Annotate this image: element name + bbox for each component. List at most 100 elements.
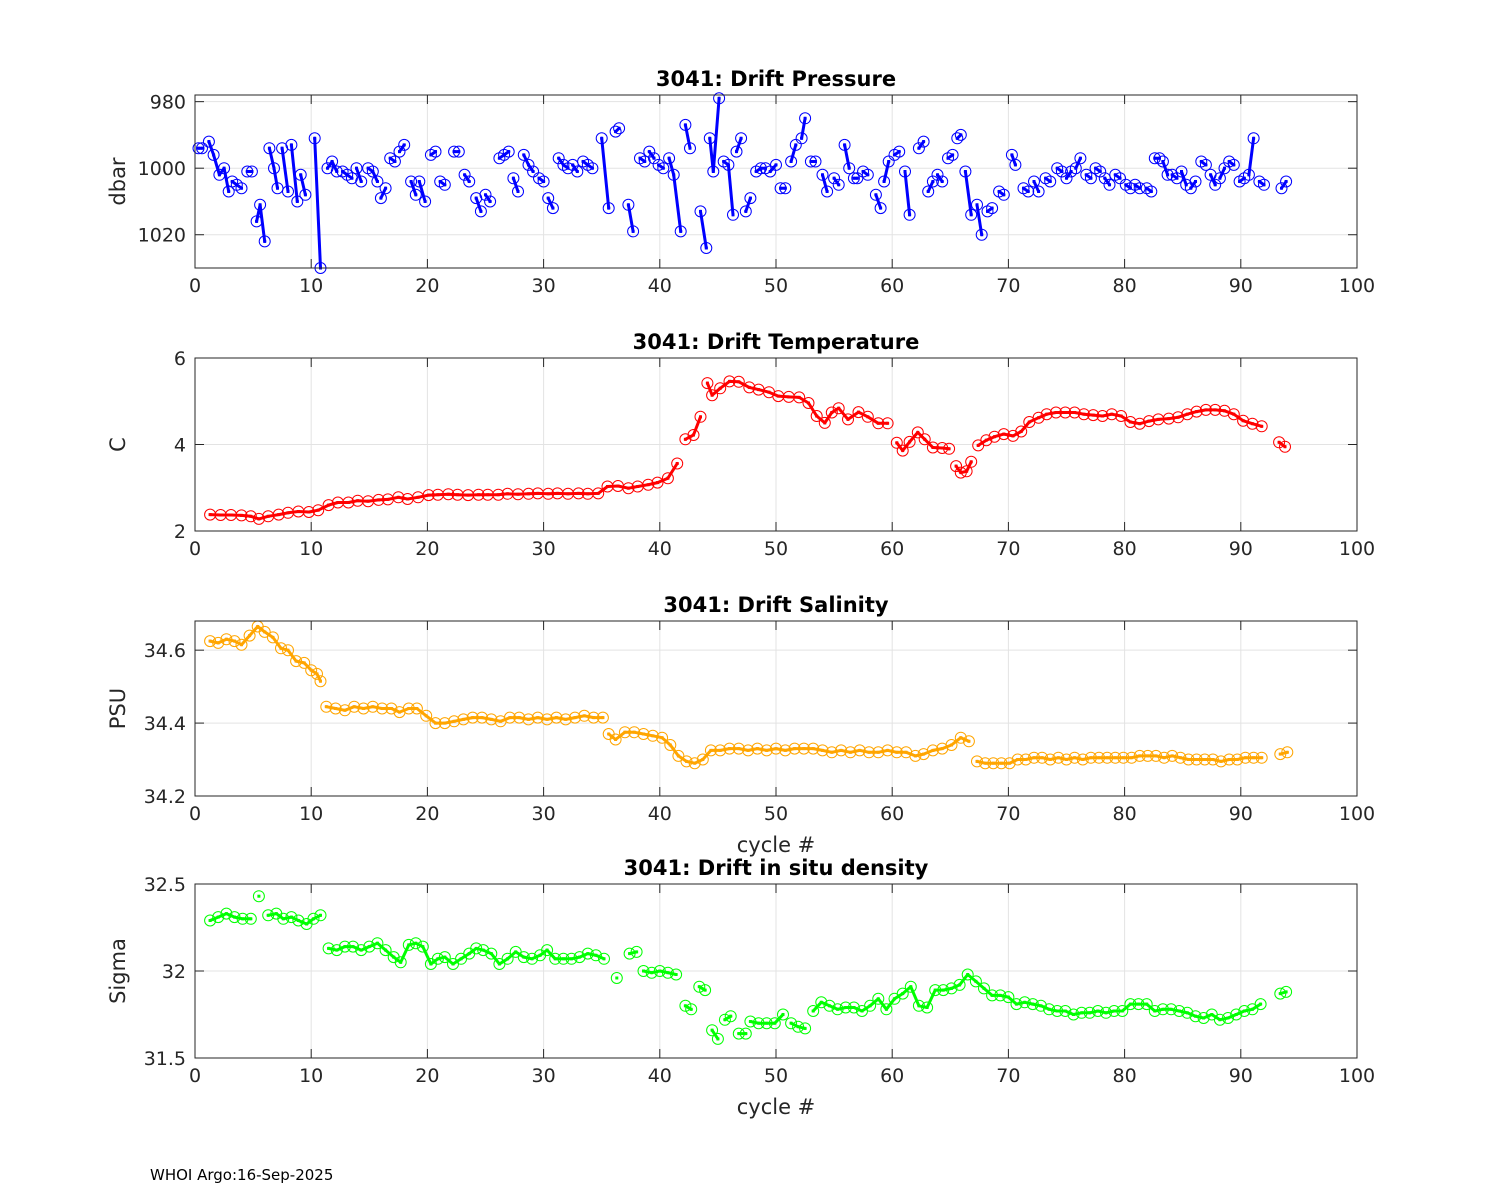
- data-point-marker: [248, 634, 252, 638]
- data-point: [1009, 158, 1022, 171]
- x-tick-label: 0: [189, 1065, 201, 1087]
- data-point-marker: [803, 116, 807, 120]
- data-point-marker: [1098, 170, 1102, 173]
- series-line: [843, 143, 851, 170]
- data-point: [937, 984, 950, 997]
- data-point: [298, 656, 311, 669]
- data-point: [890, 436, 903, 449]
- data-point-marker: [1252, 136, 1256, 140]
- data-point: [485, 947, 498, 960]
- data-point: [258, 625, 271, 638]
- data-point: [684, 142, 696, 155]
- data-point-marker: [967, 739, 971, 743]
- data-point-marker: [1170, 754, 1174, 758]
- data-point-marker: [876, 421, 880, 425]
- y-axis-label: C: [106, 437, 130, 452]
- data-point-marker: [516, 492, 520, 496]
- data-point-marker: [1128, 420, 1132, 424]
- data-point: [904, 980, 917, 993]
- data-point-marker: [1285, 750, 1289, 754]
- data-point: [768, 1017, 781, 1030]
- data-point-marker: [276, 186, 279, 190]
- data-point: [235, 509, 248, 522]
- data-point-marker: [516, 190, 520, 193]
- data-point-marker: [1056, 756, 1060, 760]
- series-line: [699, 209, 708, 250]
- data-point: [953, 978, 966, 991]
- data-point-marker: [343, 945, 347, 949]
- series-line: [280, 146, 290, 193]
- data-point: [643, 145, 656, 158]
- data-point: [409, 937, 422, 950]
- data-point: [896, 444, 909, 457]
- data-point: [799, 112, 812, 125]
- data-point-marker: [1194, 1014, 1197, 1018]
- data-point: [816, 744, 829, 757]
- data-point: [1181, 408, 1194, 421]
- data-point: [685, 1003, 698, 1016]
- data-point-marker: [1128, 1002, 1132, 1006]
- data-point-marker: [429, 962, 433, 966]
- data-point-marker: [402, 143, 406, 147]
- data-point-marker: [1284, 180, 1288, 183]
- data-point-marker: [1089, 176, 1093, 180]
- data-point: [1034, 999, 1047, 1012]
- data-point-marker: [800, 136, 804, 140]
- data-point: [1198, 753, 1211, 766]
- data-point: [810, 410, 823, 422]
- data-point-marker: [554, 716, 558, 720]
- data-point-marker: [783, 748, 787, 752]
- data-point-marker: [409, 180, 413, 183]
- data-point-marker: [484, 193, 487, 197]
- data-point-marker: [718, 748, 722, 752]
- data-point-marker: [723, 1018, 727, 1022]
- data-point-marker: [793, 747, 797, 751]
- data-point: [1145, 185, 1158, 198]
- data-point: [541, 713, 554, 726]
- data-point-marker: [1006, 995, 1010, 999]
- data-point-marker: [289, 915, 293, 919]
- series-line: [409, 180, 418, 197]
- data-point-marker: [1210, 1013, 1214, 1016]
- x-tick-label: 50: [764, 803, 788, 825]
- data-point: [244, 510, 257, 523]
- data-point: [962, 735, 975, 748]
- data-point: [903, 435, 916, 448]
- data-point-marker: [843, 143, 847, 147]
- y-tick-label: 1000: [138, 158, 186, 180]
- y-tick-label: 34.4: [144, 713, 186, 735]
- data-point: [979, 757, 992, 770]
- data-point-marker: [379, 196, 383, 200]
- data-point: [727, 208, 739, 221]
- data-point-marker: [315, 672, 319, 676]
- data-point-marker: [343, 708, 347, 712]
- data-point-marker: [545, 948, 549, 952]
- data-point: [1105, 408, 1118, 421]
- data-point: [828, 172, 841, 185]
- data-point: [623, 947, 636, 960]
- data-point-marker: [699, 209, 702, 213]
- data-point-marker: [1013, 163, 1017, 167]
- data-point-marker: [717, 96, 721, 100]
- data-point: [874, 202, 887, 215]
- data-point-marker: [224, 912, 228, 916]
- data-point-marker: [955, 136, 959, 140]
- data-point: [1206, 753, 1219, 766]
- data-point: [807, 1005, 820, 1017]
- data-point-marker: [631, 229, 635, 233]
- data-point-marker: [1161, 160, 1165, 163]
- data-point-marker: [954, 464, 958, 468]
- data-point: [347, 940, 359, 953]
- data-point-marker: [377, 498, 381, 502]
- data-point-marker: [1031, 1002, 1035, 1006]
- data-point-marker: [966, 973, 970, 976]
- data-point-marker: [346, 501, 350, 504]
- data-point-marker: [931, 180, 935, 183]
- data-point: [448, 715, 461, 728]
- data-point: [679, 999, 692, 1012]
- data-point: [550, 711, 563, 724]
- data-point-marker: [1185, 1011, 1189, 1015]
- data-point: [657, 162, 670, 175]
- data-point-marker: [901, 449, 905, 453]
- data-point-marker: [1089, 756, 1093, 760]
